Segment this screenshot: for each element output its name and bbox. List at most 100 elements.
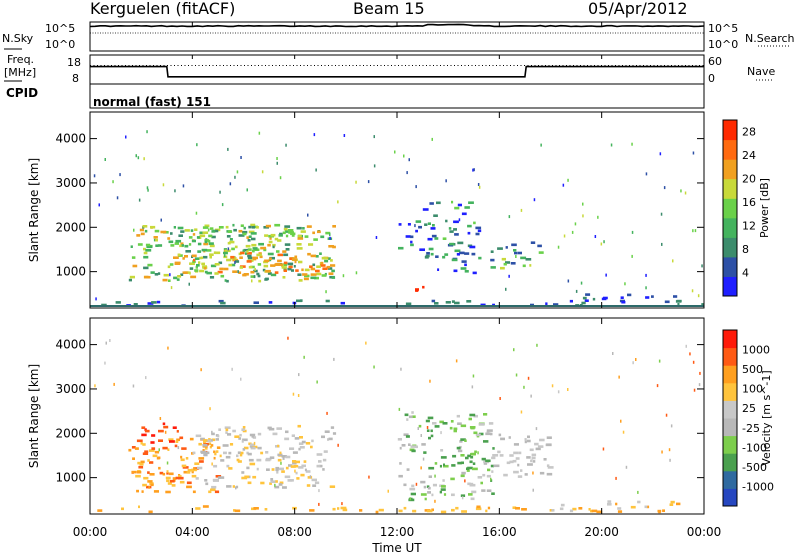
velocity-cell — [405, 435, 410, 438]
velocity-cell — [481, 457, 486, 461]
velocity-cell — [159, 471, 164, 475]
velocity-cell — [428, 436, 431, 440]
power-cell — [517, 251, 522, 255]
power-cell — [277, 253, 283, 257]
velocity-cell — [324, 430, 330, 433]
velocity-cell — [520, 410, 523, 414]
velocity-cell — [135, 474, 141, 478]
velocity-cell — [440, 449, 444, 452]
power-cell — [597, 215, 599, 219]
power-cell — [253, 301, 259, 304]
velocity-cell — [242, 448, 246, 451]
velocity-cell — [546, 436, 552, 439]
power-cell — [112, 180, 114, 184]
velocity-cell — [513, 470, 519, 474]
velocity-cell — [158, 439, 163, 442]
x-tick-label: 04:00 — [175, 525, 210, 539]
power-cell — [242, 273, 247, 277]
velocity-cell — [151, 434, 156, 437]
power-colorbar-tick: 4 — [742, 267, 749, 280]
velocity-cell — [256, 458, 262, 462]
velocity-cell — [216, 446, 221, 449]
power-cell — [310, 267, 316, 271]
power-cell — [197, 242, 202, 246]
velocity-cell — [464, 479, 466, 483]
velocity-cell — [532, 488, 534, 492]
velocity-cell — [418, 424, 422, 428]
power-cell — [238, 229, 243, 233]
power-cell — [460, 267, 467, 270]
power-colorbar-swatch — [723, 217, 737, 238]
velocity-cell — [539, 471, 545, 475]
power-cell — [337, 200, 339, 204]
power-cell — [228, 263, 233, 267]
velocity-cell — [368, 475, 370, 479]
velocity-cell — [403, 433, 409, 436]
velocity-cell — [250, 446, 256, 450]
velocity-cell — [213, 456, 216, 460]
velocity-cell — [143, 476, 149, 480]
velocity-cell — [443, 464, 449, 468]
velocity-cell — [305, 442, 311, 445]
velocity-cell — [400, 367, 402, 371]
velocity-colorbar-tick: -1000 — [742, 480, 774, 493]
power-cell — [282, 276, 286, 279]
power-cell — [436, 201, 441, 205]
velocity-cell — [460, 454, 465, 457]
velocity-cell — [136, 439, 143, 443]
velocity-cell — [132, 457, 135, 460]
velocity-cell — [471, 385, 474, 389]
velocity-cell — [218, 428, 221, 431]
velocity-cell — [215, 434, 219, 437]
power-cell — [206, 249, 212, 252]
power-cell — [319, 252, 322, 255]
power-cell — [188, 282, 190, 286]
velocity-cell — [183, 470, 190, 474]
velocity-cell — [662, 509, 665, 512]
velocity-cell — [689, 352, 691, 356]
velocity-cell — [148, 449, 155, 452]
velocity-cell — [215, 438, 219, 441]
velocity-cell — [612, 352, 614, 355]
power-cell — [505, 246, 508, 249]
velocity-cell — [572, 507, 577, 511]
power-cell — [584, 299, 589, 302]
power-cell — [303, 277, 309, 281]
velocity-cell — [237, 451, 241, 454]
power-cell — [692, 229, 694, 233]
velocity-cell — [375, 510, 379, 514]
velocity-cell — [487, 468, 491, 472]
velocity-cell — [216, 450, 219, 453]
power-cell — [405, 235, 411, 238]
velocity-cell — [329, 485, 336, 488]
velocity-cell — [426, 485, 430, 488]
power-colorbar-tick: 24 — [742, 149, 756, 162]
velocity-cell — [422, 457, 425, 461]
velocity-cell — [449, 426, 453, 430]
velocity-cell — [469, 413, 476, 417]
y-tick-label: 3000 — [55, 176, 86, 190]
power-cell — [326, 265, 330, 269]
power-cell — [245, 244, 251, 248]
velocity-cell — [420, 434, 422, 437]
power-cell — [269, 257, 272, 260]
power-cell — [430, 227, 436, 230]
power-cell — [212, 229, 219, 233]
velocity-cell — [141, 490, 144, 493]
power-cell — [582, 214, 584, 218]
power-cell — [247, 254, 252, 258]
power-cell — [219, 190, 221, 194]
power-cell — [239, 266, 243, 269]
power-cell — [258, 242, 264, 246]
power-cell — [227, 147, 229, 151]
power-cell — [169, 273, 171, 277]
velocity-cell — [527, 463, 533, 466]
velocity-cell — [260, 481, 265, 485]
velocity-cell — [330, 426, 335, 429]
power-cell — [557, 245, 560, 249]
velocity-cell — [131, 446, 136, 449]
freq-label-2: [MHz] — [4, 66, 37, 79]
power-cell — [150, 225, 156, 229]
velocity-cell — [141, 426, 146, 429]
